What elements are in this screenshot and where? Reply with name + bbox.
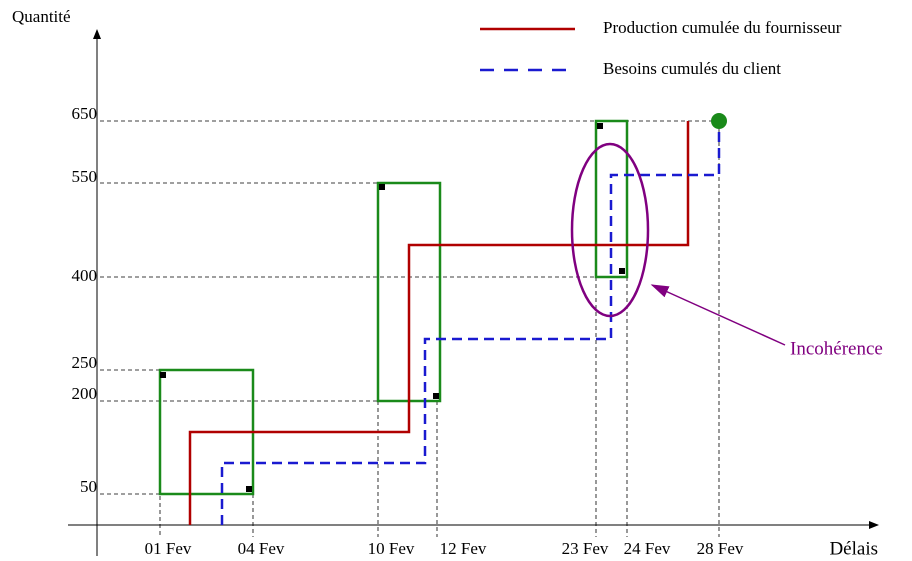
x-ticks: 01 Fev 04 Fev 10 Fev 12 Fev 23 Fev 24 Fe… bbox=[145, 539, 744, 558]
x-tick-label: 12 Fev bbox=[440, 539, 487, 558]
boxes bbox=[158, 119, 629, 496]
annotation: Incohérence bbox=[790, 338, 883, 359]
legend-label: Besoins cumulés du client bbox=[603, 59, 781, 78]
y-tick-label: 250 bbox=[72, 353, 98, 372]
production-line bbox=[188, 121, 690, 525]
y-tick-label: 550 bbox=[72, 167, 98, 186]
x-axis-label: Délais bbox=[829, 538, 878, 559]
guides bbox=[100, 120, 720, 537]
x-tick-label: 23 Fev bbox=[562, 539, 609, 558]
x-tick-label: 04 Fev bbox=[238, 539, 285, 558]
points bbox=[160, 123, 625, 492]
y-tick-label: 50 bbox=[80, 477, 97, 496]
y-tick-label: 400 bbox=[72, 266, 98, 285]
y-tick-label: 650 bbox=[72, 104, 98, 123]
x-tick-label: 24 Fev bbox=[624, 539, 671, 558]
x-tick-label: 01 Fev bbox=[145, 539, 192, 558]
y-tick-label: 200 bbox=[72, 384, 98, 403]
inconsistency-ellipse bbox=[570, 142, 650, 318]
x-tick-label: 28 Fev bbox=[697, 539, 744, 558]
x-tick-label: 10 Fev bbox=[368, 539, 415, 558]
y-ticks: 650 550 400 250 200 50 bbox=[72, 104, 98, 496]
y-axis-label: Quantité bbox=[12, 7, 71, 26]
annotation-arrow bbox=[650, 284, 786, 346]
legend-label: Production cumulée du fournisseur bbox=[603, 18, 842, 37]
needs-line bbox=[220, 121, 721, 525]
end-point bbox=[711, 113, 727, 129]
